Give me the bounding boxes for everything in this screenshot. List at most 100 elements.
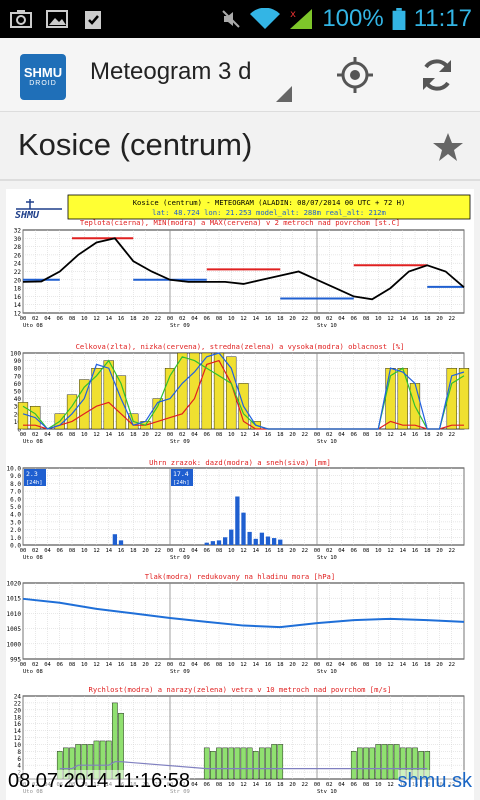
y-tick-label: 9.0 xyxy=(10,473,21,480)
x-tick-label: 06 xyxy=(203,316,210,322)
cloud-total-bar xyxy=(213,352,225,430)
header-line1: Kosice (centrum) - METEOGRAM (ALADIN: 08… xyxy=(133,198,406,207)
rain-bar xyxy=(229,529,234,545)
x-tick-label: 22 xyxy=(154,316,161,322)
rain-bar xyxy=(112,534,118,545)
x-tick-label: 22 xyxy=(448,432,455,438)
x-day-label: Uto 08 xyxy=(23,669,43,675)
star-icon[interactable] xyxy=(432,131,464,163)
rain-bar xyxy=(235,496,240,545)
x-tick-label: 16 xyxy=(412,432,419,438)
chart-title: Tlak(modra) redukovany na hladinu mora [… xyxy=(145,572,335,581)
x-tick-label: 14 xyxy=(399,662,406,668)
x-tick-label: 18 xyxy=(130,316,137,322)
shmu-link[interactable]: shmu.sk xyxy=(397,770,472,793)
x-tick-label: 06 xyxy=(350,548,357,554)
x-tick-label: 00 xyxy=(20,662,27,668)
x-tick-label: 14 xyxy=(252,662,259,668)
x-tick-label: 16 xyxy=(412,548,419,554)
x-tick-label: 12 xyxy=(240,432,247,438)
action-bar: SHMU DROID Meteogram 3 d xyxy=(0,38,480,112)
x-tick-label: 22 xyxy=(448,316,455,322)
x-tick-label: 08 xyxy=(69,316,76,322)
x-tick-label: 10 xyxy=(228,548,235,554)
x-tick-label: 04 xyxy=(338,782,345,788)
chart-title: Uhrn zrazok: dazd(modra) a sneh(siva) [m… xyxy=(149,458,331,467)
x-tick-label: 14 xyxy=(105,432,112,438)
x-tick-label: 10 xyxy=(375,782,382,788)
battery-icon xyxy=(392,8,406,30)
y-tick-label: 7.0 xyxy=(10,489,21,496)
meteogram-type-spinner[interactable]: Meteogram 3 d xyxy=(90,38,300,112)
x-tick-label: 10 xyxy=(81,432,88,438)
y-tick-label: 0.0 xyxy=(10,543,21,550)
y-tick-label: 10 xyxy=(14,419,22,426)
app-logo[interactable]: SHMU DROID xyxy=(20,54,66,100)
x-tick-label: 16 xyxy=(412,316,419,322)
y-tick-label: 995 xyxy=(10,657,21,664)
cloud-total-bar xyxy=(458,367,470,430)
gps-locate-icon xyxy=(337,57,373,93)
x-tick-label: 10 xyxy=(375,432,382,438)
rain-bar xyxy=(118,540,124,545)
rain-bar xyxy=(265,536,271,545)
x-tick-label: 00 xyxy=(314,548,321,554)
x-tick-label: 16 xyxy=(265,316,272,322)
y-tick-label: 20 xyxy=(14,411,22,418)
x-tick-label: 16 xyxy=(118,316,125,322)
meteogram-image: SHMU Kosice (centrum) - METEOGRAM (ALADI… xyxy=(6,189,474,800)
rain-bar xyxy=(210,541,216,545)
x-tick-label: 08 xyxy=(69,432,76,438)
x-tick-label: 14 xyxy=(252,316,259,322)
x-tick-label: 18 xyxy=(277,432,284,438)
wind-gust-bar xyxy=(112,702,118,780)
y-tick-label: 4.0 xyxy=(10,512,21,519)
cloud-total-bar xyxy=(103,360,114,430)
x-tick-label: 06 xyxy=(56,662,63,668)
battery-percent: 100% xyxy=(322,5,384,32)
precip-total-box xyxy=(171,469,193,486)
x-tick-label: 14 xyxy=(399,548,406,554)
x-day-label: Stv 10 xyxy=(317,669,337,675)
y-tick-label: 1010 xyxy=(7,611,22,618)
x-tick-label: 16 xyxy=(265,662,272,668)
x-tick-label: 04 xyxy=(338,316,345,322)
y-tick-label: 28 xyxy=(14,244,22,251)
y-tick-label: 1005 xyxy=(7,626,22,633)
x-tick-label: 12 xyxy=(93,548,100,554)
x-tick-label: 04 xyxy=(338,662,345,668)
x-tick-label: 04 xyxy=(191,662,198,668)
x-tick-label: 02 xyxy=(32,662,39,668)
x-tick-label: 04 xyxy=(338,432,345,438)
rain-bar xyxy=(241,512,246,545)
x-tick-label: 12 xyxy=(93,662,100,668)
x-tick-label: 00 xyxy=(314,316,321,322)
x-tick-label: 06 xyxy=(350,316,357,322)
x-tick-label: 02 xyxy=(326,548,333,554)
x-tick-label: 06 xyxy=(350,662,357,668)
refresh-button[interactable] xyxy=(412,50,462,100)
x-tick-label: 14 xyxy=(252,782,259,788)
x-tick-label: 10 xyxy=(375,548,382,554)
x-tick-label: 22 xyxy=(154,662,161,668)
y-tick-label: 70 xyxy=(14,373,22,380)
cloud-total-bar xyxy=(201,352,212,430)
x-tick-label: 16 xyxy=(118,548,125,554)
x-tick-label: 16 xyxy=(265,432,272,438)
x-day-label: Stv 10 xyxy=(317,789,337,795)
chart-panel-5: Rychlost(modra) a narazy(zelena) vetra v… xyxy=(14,685,465,795)
x-tick-label: 14 xyxy=(105,548,112,554)
gps-locate-button[interactable] xyxy=(330,50,380,100)
x-tick-label: 12 xyxy=(387,662,394,668)
x-tick-label: 12 xyxy=(240,316,247,322)
x-tick-label: 16 xyxy=(265,782,272,788)
x-tick-label: 20 xyxy=(436,548,443,554)
x-tick-label: 14 xyxy=(399,432,406,438)
wind-gust-bar xyxy=(234,747,241,780)
x-tick-label: 10 xyxy=(375,316,382,322)
x-tick-label: 12 xyxy=(387,548,394,554)
x-day-label: Str 09 xyxy=(170,439,190,445)
y-tick-label: 24 xyxy=(14,694,22,701)
y-tick-label: 5.0 xyxy=(10,504,21,511)
precip-total-period: [24h] xyxy=(173,480,190,486)
